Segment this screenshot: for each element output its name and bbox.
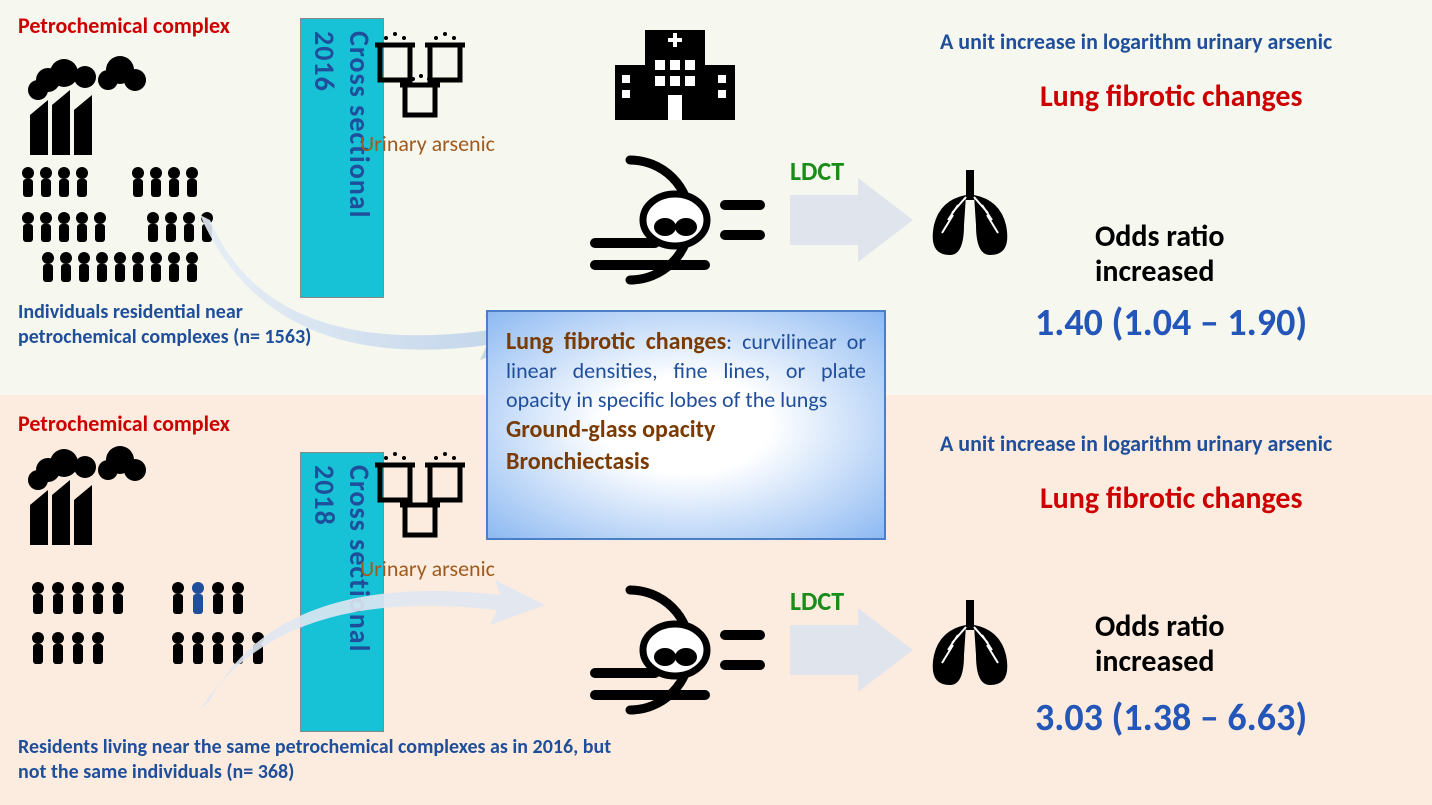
odds-value-bottom: 3.03 (1.38 – 6.63) (1035, 695, 1307, 741)
center-definition-box: Lung fibrotic changes: curvilinear or li… (486, 310, 886, 540)
center-heading1: Lung fibrotic changes (506, 327, 726, 356)
ldct-label-bottom: LDCT (790, 585, 844, 617)
ct-scanner-icon (580, 570, 770, 745)
caption-bottom: Residents living near the same petrochem… (18, 735, 638, 785)
petro-title-bottom: Petrochemical complex (18, 410, 230, 437)
ldct-label-top: LDCT (790, 155, 844, 187)
beaker-icon (370, 450, 480, 545)
ct-scanner-icon (580, 140, 770, 315)
lung-fibrotic-bottom: Lung fibrotic changes (1040, 480, 1302, 517)
odds-label-top: Odds ratio increased (1095, 220, 1224, 289)
lungs-icon (920, 165, 1020, 270)
center-heading2: Ground-glass opacity (506, 415, 715, 444)
people-icon (30, 580, 290, 685)
people-icon (20, 165, 280, 290)
arrow-head-icon (858, 178, 913, 267)
urinary-label-top: Urinary arsenic (360, 130, 495, 157)
arrow-head-icon (858, 608, 913, 697)
caption-top: Individuals residential near petrochemic… (18, 300, 328, 350)
beaker-icon (370, 30, 480, 125)
arrow-icon (790, 195, 860, 245)
center-heading3: Bronchiectasis (506, 447, 649, 476)
petro-title-top: Petrochemical complex (18, 12, 230, 39)
unit-increase-top: A unit increase in logarithm urinary ars… (940, 28, 1332, 55)
urinary-label-bottom: Urinary arsenic (360, 555, 495, 582)
hospital-icon (610, 20, 740, 135)
factory-icon (20, 445, 160, 560)
arrow-icon (790, 625, 860, 675)
lungs-icon (920, 595, 1020, 700)
factory-icon (20, 55, 160, 170)
odds-value-top: 1.40 (1.04 – 1.90) (1035, 300, 1307, 346)
unit-increase-bottom: A unit increase in logarithm urinary ars… (940, 430, 1332, 457)
lung-fibrotic-top: Lung fibrotic changes (1040, 78, 1302, 115)
odds-label-bottom: Odds ratio increased (1095, 610, 1224, 679)
